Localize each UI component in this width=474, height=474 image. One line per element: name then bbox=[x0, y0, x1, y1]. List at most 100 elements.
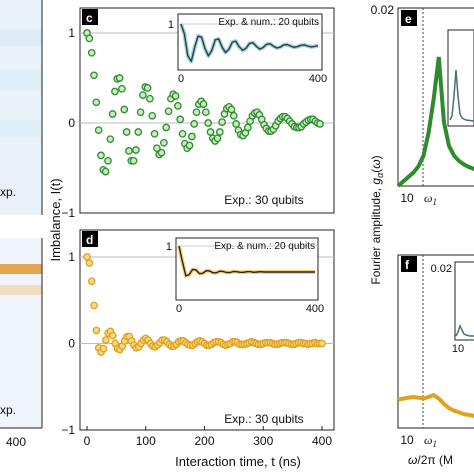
panel-c-annotation: Exp.: 30 qubits bbox=[224, 193, 303, 207]
panel-f-inset-curve bbox=[455, 324, 474, 337]
d-data-point bbox=[99, 344, 108, 353]
panel-d-inset: Exp. & num.: 20 qubits 1 0 400 bbox=[166, 237, 324, 315]
c-data-point bbox=[134, 128, 143, 136]
panel-c-inset: Exp. & num.: 20 qubits 1 0 400 bbox=[168, 13, 327, 85]
d-xtick-label: 200 bbox=[194, 434, 214, 448]
d-ytick-label: −1 bbox=[61, 423, 75, 437]
c-data-point bbox=[188, 132, 196, 141]
d-inset-frame bbox=[175, 237, 319, 301]
panel-e-fourier-curve bbox=[396, 56, 474, 188]
c-data-point bbox=[206, 128, 215, 136]
left-bottom-exp-label: xp. bbox=[0, 403, 16, 417]
d-xtick-label: 400 bbox=[312, 434, 332, 448]
panel-f-inset-ytick: 0.02 bbox=[431, 263, 452, 275]
c-data-point bbox=[185, 141, 194, 150]
d-ytick-label: 1 bbox=[68, 250, 75, 264]
d-inset-label: Exp. & num.: 20 qubits bbox=[214, 241, 315, 252]
c-inset-ytick: 1 bbox=[168, 19, 174, 31]
c-data-point bbox=[153, 144, 161, 153]
c-data-point bbox=[85, 34, 94, 43]
panel-f-fourier-curve bbox=[397, 392, 474, 418]
d-xtick-label: 300 bbox=[253, 434, 273, 448]
c-data-point bbox=[129, 156, 138, 165]
c-data-point bbox=[139, 91, 147, 99]
c-data-point bbox=[204, 119, 213, 127]
panel-e-ytick: 0.02 bbox=[371, 3, 395, 17]
c-data-point bbox=[104, 156, 112, 165]
y-axis-title: Imbalance, I(t) bbox=[48, 178, 63, 261]
c-data-point bbox=[199, 100, 208, 108]
c-data-point bbox=[125, 147, 133, 155]
c-data-point bbox=[118, 84, 126, 93]
panel-d-xticks: 0 100 200 300 400 bbox=[84, 426, 332, 448]
d-ytick-label: 0 bbox=[68, 337, 75, 351]
c-data-point bbox=[97, 151, 105, 160]
panel-e-letter-box bbox=[401, 10, 417, 26]
panel-e-xtick-10: 10 bbox=[400, 191, 414, 205]
c-ytick-label: −1 bbox=[61, 206, 75, 220]
c-data-point bbox=[122, 128, 131, 136]
c-data-point bbox=[143, 84, 152, 92]
d-data-point bbox=[92, 326, 101, 335]
panel-f-xtick-omega1: ω1 bbox=[424, 433, 437, 449]
d-xtick-label: 100 bbox=[136, 434, 156, 448]
panel-f-letter: f bbox=[405, 258, 410, 272]
panel-d-frame bbox=[79, 229, 335, 431]
panel-c-letter: c bbox=[86, 11, 93, 25]
c-data-point bbox=[120, 105, 129, 114]
left-bottom-band bbox=[0, 285, 42, 295]
d-data-point bbox=[85, 259, 94, 267]
c-data-point bbox=[171, 92, 180, 100]
panel-d-letter: d bbox=[86, 233, 93, 247]
panel-e-xtick-omega1: ω1 bbox=[424, 191, 437, 207]
c-inset-label: Exp. & num.: 20 qubits bbox=[218, 17, 319, 28]
d-data-point bbox=[109, 331, 117, 340]
c-data-point bbox=[132, 146, 140, 154]
panel-c-frame bbox=[79, 7, 335, 214]
d-inset-xtick: 400 bbox=[306, 303, 324, 315]
d-data-point bbox=[90, 301, 98, 310]
c-ytick-label: 0 bbox=[68, 116, 75, 130]
c-data-point bbox=[136, 108, 145, 117]
c-data-point bbox=[162, 123, 171, 132]
x-axis-title: Interaction time, t (ns) bbox=[175, 454, 301, 469]
panel-d-annotation: Exp.: 30 qubits bbox=[224, 412, 303, 426]
c-inset-xtick: 0 bbox=[178, 73, 184, 85]
d-xtick-label: 0 bbox=[84, 434, 91, 448]
panel-c-letter-box bbox=[82, 9, 98, 25]
panel-d-letter-box bbox=[82, 231, 98, 247]
c-data-point bbox=[243, 123, 252, 132]
c-data-point bbox=[176, 115, 185, 124]
panel-f-inset-frame bbox=[454, 261, 474, 341]
c-data-point bbox=[115, 74, 124, 82]
c-data-point bbox=[101, 167, 110, 176]
panel-c-data-points bbox=[83, 29, 324, 176]
c-data-point bbox=[111, 87, 119, 96]
c-data-point bbox=[164, 107, 173, 116]
panel-f-inset-xtick: 10 bbox=[452, 343, 464, 355]
panel-e: e 0.02 10 ω1 bbox=[371, 3, 474, 207]
panel-d-yticks: 1 0 −1 bbox=[61, 250, 84, 437]
c-data-point bbox=[229, 111, 238, 120]
d-inset-ytick: 1 bbox=[166, 241, 172, 253]
c-data-point bbox=[190, 120, 199, 128]
c-data-point bbox=[150, 129, 159, 138]
panel-f-frame bbox=[397, 254, 474, 429]
c-data-point bbox=[174, 102, 182, 110]
c-data-point bbox=[316, 120, 324, 128]
d-data-point bbox=[87, 277, 96, 286]
c-data-point bbox=[87, 48, 96, 57]
left-top-band-1 bbox=[0, 30, 42, 46]
d-data-point bbox=[101, 336, 110, 344]
panel-d: d Exp.: 30 qubits 1 0 −1 Exp. & num.: 20 q… bbox=[61, 229, 335, 448]
c-ytick-label: 1 bbox=[68, 26, 75, 40]
c-data-point bbox=[94, 126, 103, 135]
c-data-point bbox=[201, 108, 210, 117]
fourier-y-axis-title: Fourier amplitude, gα(ω) bbox=[369, 155, 385, 284]
left-top-band-2 bbox=[0, 70, 42, 90]
c-data-point bbox=[92, 98, 101, 107]
c-data-point bbox=[146, 94, 154, 103]
panel-e-letter: e bbox=[405, 12, 412, 26]
c-data-point bbox=[90, 71, 98, 80]
panel-f-xtick-10: 10 bbox=[400, 433, 414, 447]
